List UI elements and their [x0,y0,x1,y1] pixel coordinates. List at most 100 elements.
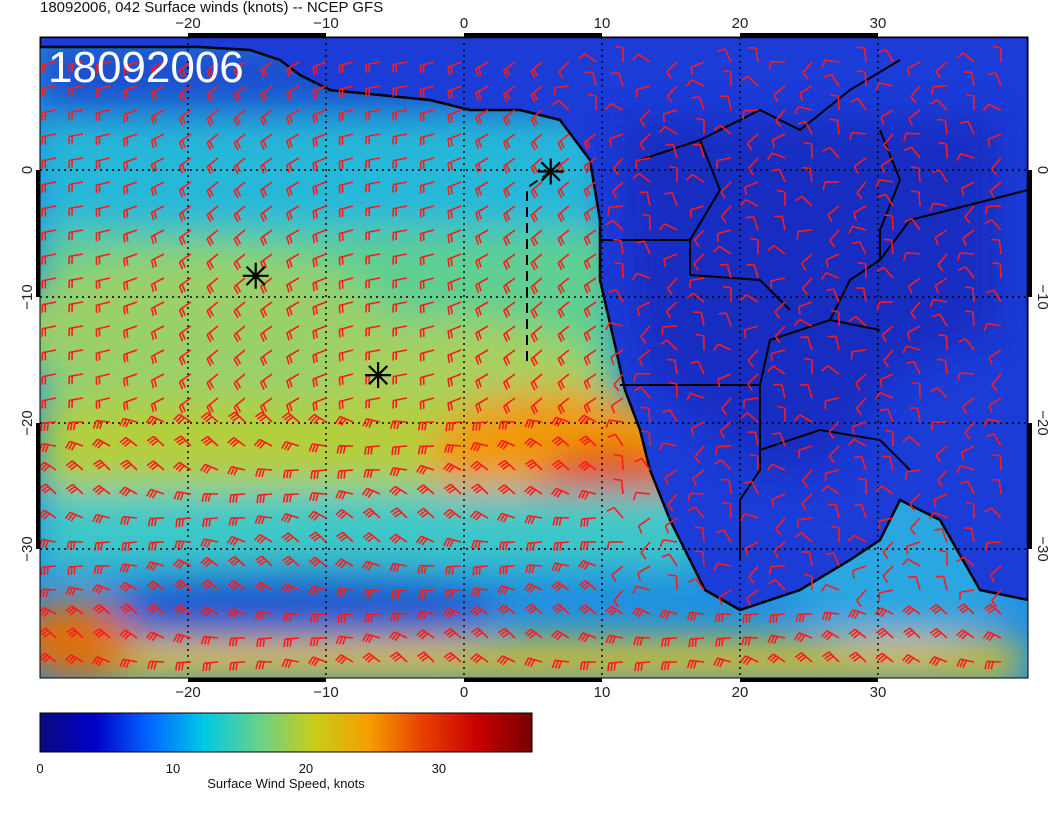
wind-barb [173,604,192,615]
wind-barb [928,511,948,520]
wind-barb [226,608,246,619]
wind-barb [335,654,354,665]
wind-barb [40,606,57,618]
wind-barb [750,237,759,254]
wind-barb [178,61,192,78]
wind-barb [312,397,327,412]
wind-barb [254,610,273,621]
wind-barb [853,503,867,519]
wind-barb [206,325,219,343]
wind-barb [286,85,300,101]
wind-barb [794,105,813,115]
wind-barb [883,133,894,152]
wind-barb [739,198,759,207]
wind-barb [660,661,678,671]
wind-barb [910,301,921,320]
wind-barb [848,315,867,327]
wind-barb [178,133,192,150]
wind-barb [497,585,516,596]
wind-barb [365,253,381,265]
wind-barb [523,582,543,594]
wind-barb [768,565,786,575]
wind-barb [475,205,489,221]
wind-barb [95,277,111,290]
wind-barb [335,531,354,543]
wind-barb [989,565,1002,583]
bottom-lon-tick: −20 [175,684,200,701]
wind-barb [992,261,1002,279]
wind-barb [934,277,948,294]
wind-barb [796,517,813,528]
wind-barb [956,629,975,640]
wind-barb [312,157,327,172]
wind-barb [65,440,84,451]
wind-barb [745,216,759,231]
wind-barb [123,325,138,339]
wind-barb [578,579,597,591]
wind-barb [147,541,165,551]
wind-barb [633,372,651,382]
wind-barb [312,205,327,220]
wind-barb [668,574,678,591]
wind-barb [637,517,651,534]
wind-barb [773,85,786,103]
africa-land-inner [620,120,1000,470]
wind-barb [475,253,489,269]
wind-barb [776,189,786,207]
wind-barb [338,85,354,98]
wind-barb [447,325,462,340]
wind-barb [530,277,543,295]
wind-barb [929,202,948,211]
wind-barb [307,510,327,522]
wind-barb [935,61,948,79]
wind-barb [419,277,435,290]
wind-barb [793,318,813,327]
wind-barb [259,349,273,366]
wind-barb [338,205,354,218]
wind-barb [938,141,948,159]
wind-barb [200,557,219,568]
wind-barb [992,45,1002,62]
wind-barb [827,503,840,519]
wind-barb [771,168,786,183]
wind-barb [475,229,489,245]
wind-barb [475,373,489,389]
wind-barb [123,301,138,315]
wind-barb [362,507,381,519]
wind-barb [584,71,597,87]
wind-barb [365,229,381,241]
wind-barb [631,607,651,618]
wind-barb [803,573,813,591]
wind-barb [714,613,732,623]
wind-barb [661,637,678,647]
wind-barb [714,459,732,471]
wind-barb [965,93,975,111]
wind-barb [824,469,840,482]
wind-barb [444,589,461,598]
wind-barb [146,435,165,447]
wind-barb [41,253,57,265]
wind-barb [92,459,111,471]
wind-barb [798,301,813,315]
wind-barb [365,277,381,289]
wind-barb [475,301,489,317]
wind-barb [419,373,435,386]
wind-barb [310,613,327,623]
wind-barb [830,94,840,111]
wind-barb [718,589,732,606]
wind-barb [880,109,894,126]
wind-barb [611,181,624,199]
wind-barb [470,653,489,664]
wind-barb [578,604,597,615]
wind-barb [502,397,516,414]
wind-barb [634,457,651,471]
wind-barb [525,564,543,574]
wind-barb [878,49,894,63]
wind-barb [445,421,462,432]
wind-barb [442,608,462,619]
wind-barb [281,512,300,523]
wind-barb [821,630,840,641]
wind-barb [123,373,138,387]
wind-barb [206,157,219,175]
wind-barb [853,157,867,174]
